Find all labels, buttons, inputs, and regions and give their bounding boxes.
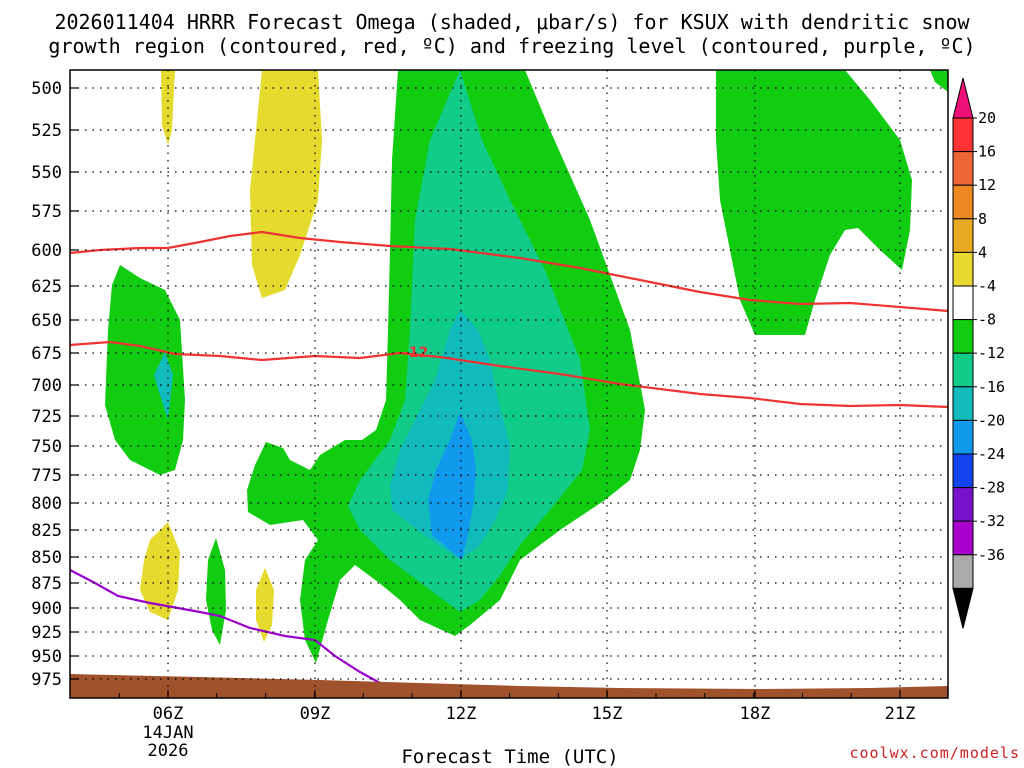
colorbar-label: 20 (978, 109, 996, 127)
colorbar-label: -8 (978, 311, 996, 329)
y-tick-label: 850 (31, 548, 62, 568)
colorbar-segment (952, 285, 974, 321)
y-tick-label: 900 (31, 599, 62, 619)
y-tick-label: 575 (31, 202, 62, 222)
y-tick-label: 700 (31, 376, 62, 396)
y-tick-label: 650 (31, 311, 62, 331)
colorbar-segment (952, 184, 974, 220)
colorbar-label: -36 (978, 546, 1005, 564)
yellow-region-4 (256, 568, 274, 642)
colorbar-segment (952, 487, 974, 522)
colorbar-segment (952, 251, 974, 287)
colorbar-segment (952, 151, 974, 186)
x-axis-title: Forecast Time (UTC) (401, 746, 619, 768)
y-tick-label: 925 (31, 623, 62, 643)
colorbar-label: -24 (978, 445, 1005, 463)
y-axis-labels: 500 525 550 575 600 625 650 675 700 725 750 775 800 8… (31, 79, 62, 690)
colorbar-segment (952, 453, 974, 489)
chart-title-line2: growth region (contoured, red, ºC) and f… (48, 34, 976, 58)
x-tick-label: 06Z (153, 704, 184, 724)
colorbar-label: -20 (978, 411, 1005, 429)
plot-frame (69, 69, 949, 699)
cyan-region-left (154, 352, 173, 420)
y-tick-label: 500 (31, 79, 62, 99)
chart-title-line1: 2026011404 HRRR Forecast Omega (shaded, … (54, 10, 970, 34)
terrain (70, 674, 948, 698)
y-tick-label: 950 (31, 647, 62, 667)
credit-link[interactable]: coolwx.com/models (849, 744, 1020, 762)
blue-region (428, 412, 476, 560)
green-region-left (105, 265, 185, 475)
gridlines (70, 70, 948, 698)
y-tick-label: 800 (31, 494, 62, 514)
omega-shading (105, 70, 948, 663)
colorbar-segment (952, 520, 974, 556)
dgz-lower-contour (69, 340, 949, 409)
y-tick-label: 975 (31, 670, 62, 690)
green-region-corner (930, 70, 948, 92)
green-region-small (206, 538, 226, 645)
y-tick-label: 725 (31, 407, 62, 427)
colorbar-label: 8 (978, 210, 987, 228)
colorbar-label: 16 (978, 143, 996, 161)
colorbar-segment (952, 218, 974, 253)
colorbar-label: 12 (978, 176, 996, 194)
colorbar-label: -12 (978, 344, 1005, 362)
colorbar-top-arrow (952, 77, 974, 119)
y-tick-label: 825 (31, 521, 62, 541)
yellow-region-2 (250, 70, 322, 298)
colorbar-label: -28 (978, 479, 1005, 497)
x-tick-label: 15Z (592, 704, 623, 724)
x-date-label: 2026 (148, 741, 189, 761)
colorbar-segment (952, 117, 974, 153)
colorbar-segment (952, 554, 974, 589)
y-tick-label: 550 (31, 163, 62, 183)
x-date-label: 14JAN (142, 723, 193, 743)
colorbar-segment (952, 352, 974, 388)
colorbar-segment (952, 319, 974, 354)
colorbar-segment (952, 419, 974, 455)
y-tick-label: 525 (31, 121, 62, 141)
dgz-upper-contour (69, 230, 949, 313)
cyan-region-main (390, 310, 510, 560)
colorbar: 20 16 12 8 4 -4 -8 -12 -16 -20 -24 -28 -32 -36 (952, 77, 1005, 629)
colorbar-label: -4 (978, 277, 996, 295)
y-tick-label: 750 (31, 437, 62, 457)
y-tick-label: 625 (31, 277, 62, 297)
colorbar-bottom-arrow (952, 587, 974, 629)
y-tick-label: 675 (31, 344, 62, 364)
y-tick-label: 775 (31, 466, 62, 486)
freezing-level-contour (69, 569, 383, 685)
colorbar-label: 4 (978, 243, 987, 261)
y-tick-label: 875 (31, 574, 62, 594)
y-tick-label: 600 (31, 241, 62, 261)
x-tick-label: 18Z (740, 704, 771, 724)
x-tick-label: 21Z (885, 704, 916, 724)
colorbar-label: -16 (978, 378, 1005, 396)
x-tick-label: 09Z (300, 704, 331, 724)
x-tick-label: 12Z (446, 704, 477, 724)
yellow-region-3 (140, 522, 180, 620)
colorbar-segment (952, 386, 974, 421)
colorbar-label: -32 (978, 512, 1005, 530)
green-region-right (716, 70, 912, 335)
